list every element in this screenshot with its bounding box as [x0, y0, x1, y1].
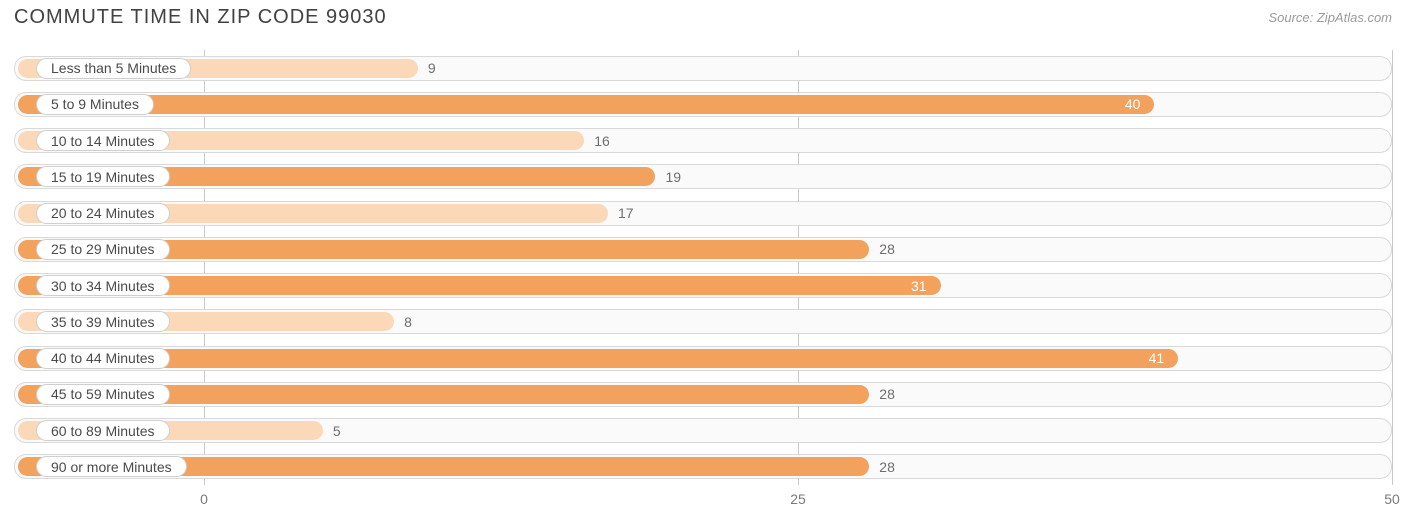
bar-fill	[18, 95, 1154, 114]
plot-area: Less than 5 Minutes 9 5 to 9 Minutes 40 10 t…	[14, 50, 1392, 485]
category-pill: Less than 5 Minutes	[36, 58, 191, 79]
value-label: 28	[869, 237, 895, 262]
bar-row: Less than 5 Minutes 9	[14, 56, 1392, 81]
bar-row: 35 to 39 Minutes 8	[14, 309, 1392, 334]
bar-row: 20 to 24 Minutes 17	[14, 201, 1392, 226]
chart-title: COMMUTE TIME IN ZIP CODE 99030	[14, 6, 387, 29]
value-label: 40	[1125, 92, 1155, 117]
category-pill: 10 to 14 Minutes	[36, 130, 170, 151]
category-pill: 45 to 59 Minutes	[36, 384, 170, 405]
bar-row: 15 to 19 Minutes 19	[14, 164, 1392, 189]
x-tick-label: 50	[1384, 491, 1400, 507]
bar-row: 90 or more Minutes 28	[14, 454, 1392, 479]
category-pill: 40 to 44 Minutes	[36, 348, 170, 369]
value-label: 8	[394, 309, 412, 334]
category-pill: 30 to 34 Minutes	[36, 275, 170, 296]
x-tick-label: 25	[790, 491, 806, 507]
bar-row: 30 to 34 Minutes 31	[14, 273, 1392, 298]
value-label: 19	[655, 164, 681, 189]
value-label: 31	[911, 273, 941, 298]
gridline	[1392, 50, 1393, 485]
bar-row: 40 to 44 Minutes 41	[14, 346, 1392, 371]
x-axis: 02550	[14, 491, 1392, 511]
category-pill: 20 to 24 Minutes	[36, 203, 170, 224]
commute-time-chart: COMMUTE TIME IN ZIP CODE 99030 Source: Z…	[0, 0, 1406, 523]
category-pill: 60 to 89 Minutes	[36, 420, 170, 441]
bar-row: 25 to 29 Minutes 28	[14, 237, 1392, 262]
category-pill: 5 to 9 Minutes	[36, 94, 154, 115]
category-pill: 35 to 39 Minutes	[36, 311, 170, 332]
bars-container: Less than 5 Minutes 9 5 to 9 Minutes 40 10 t…	[14, 50, 1392, 485]
x-tick-label: 0	[200, 491, 208, 507]
category-pill: 25 to 29 Minutes	[36, 239, 170, 260]
bar-row: 10 to 14 Minutes 16	[14, 128, 1392, 153]
chart-source: Source: ZipAtlas.com	[1268, 10, 1392, 25]
category-pill: 15 to 19 Minutes	[36, 166, 170, 187]
bar-row: 5 to 9 Minutes 40	[14, 92, 1392, 117]
bar-fill	[18, 349, 1178, 368]
value-label: 28	[869, 382, 895, 407]
value-label: 17	[608, 201, 634, 226]
value-label: 28	[869, 454, 895, 479]
value-label: 9	[418, 56, 436, 81]
bar-row: 45 to 59 Minutes 28	[14, 382, 1392, 407]
category-pill: 90 or more Minutes	[36, 456, 187, 477]
value-label: 41	[1149, 346, 1179, 371]
bar-row: 60 to 89 Minutes 5	[14, 418, 1392, 443]
value-label: 5	[323, 418, 341, 443]
value-label: 16	[584, 128, 610, 153]
